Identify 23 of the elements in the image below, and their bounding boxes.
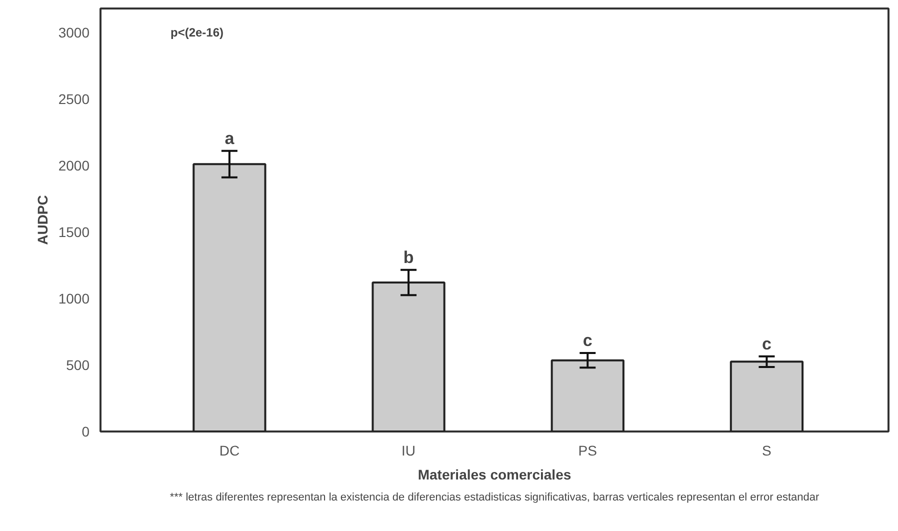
y-tick-label: 2000 [58,157,90,174]
x-tick-label: IU [402,442,416,458]
y-axis-title: AUDPC [34,195,50,245]
annotation: p<(2e-16) [170,25,224,40]
y-tick-label: 1000 [58,290,90,306]
y-tick-label: 3000 [58,24,90,40]
annotation: c [762,334,772,354]
y-tick-label: 1500 [58,224,90,240]
text: *** letras diferentes representan la existencia de diferencias estadisticas significativas, barras verticales representan el error estandar [170,492,820,504]
y-tick-label: 2500 [58,90,90,107]
y-tick-label: 500 [66,356,90,373]
bar [372,282,446,432]
bar [550,359,624,432]
y-tick-label: 0 [82,424,90,440]
annotation: c [582,331,592,350]
annotation: b [403,248,414,267]
bar [192,163,266,432]
x-tick-label: S [762,442,772,458]
annotation: a [224,128,235,148]
x-tick-label: PS [578,442,597,458]
x-tick-label: DC [219,442,240,458]
x-axis-title: Materiales comerciales [418,466,572,482]
bar [730,360,804,432]
